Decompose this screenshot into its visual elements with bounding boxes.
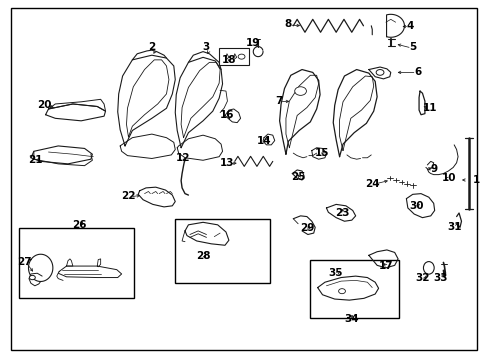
Text: 34: 34 (344, 314, 358, 324)
Text: 13: 13 (220, 158, 234, 168)
Text: 18: 18 (221, 55, 236, 65)
Circle shape (294, 87, 306, 95)
Text: 22: 22 (121, 191, 136, 201)
Text: 25: 25 (290, 172, 305, 182)
Text: 2: 2 (148, 42, 155, 52)
Text: 10: 10 (441, 173, 456, 183)
Text: 17: 17 (378, 261, 392, 271)
Text: 8: 8 (284, 19, 291, 29)
Text: 15: 15 (315, 148, 329, 158)
Bar (19, 228, 134, 298)
Text: 32: 32 (415, 273, 429, 283)
Text: 4: 4 (406, 21, 413, 31)
Circle shape (375, 69, 383, 75)
Ellipse shape (423, 262, 433, 274)
Text: 29: 29 (299, 224, 313, 233)
Text: 35: 35 (327, 267, 342, 278)
Bar (175, 220, 270, 283)
Text: 23: 23 (334, 208, 348, 218)
Text: 12: 12 (176, 153, 190, 163)
Text: 19: 19 (245, 38, 260, 48)
Text: 16: 16 (220, 111, 234, 121)
Text: 21: 21 (28, 155, 43, 165)
Text: 3: 3 (202, 42, 209, 52)
Text: 31: 31 (446, 222, 461, 231)
Text: 28: 28 (195, 251, 210, 261)
Text: 33: 33 (432, 273, 447, 283)
Text: 11: 11 (422, 103, 436, 113)
Text: 24: 24 (364, 179, 379, 189)
Circle shape (338, 289, 345, 294)
Bar (310, 260, 398, 318)
Text: 6: 6 (413, 67, 420, 77)
Text: 9: 9 (429, 164, 436, 174)
Text: 1: 1 (471, 175, 479, 185)
Text: 5: 5 (408, 42, 415, 52)
Circle shape (29, 275, 35, 280)
Text: 20: 20 (37, 100, 52, 110)
Circle shape (238, 54, 244, 59)
Text: 14: 14 (256, 136, 271, 146)
Text: 7: 7 (274, 96, 282, 106)
Text: 27: 27 (17, 257, 31, 267)
Text: 30: 30 (408, 201, 423, 211)
Bar (219, 48, 249, 65)
Text: 26: 26 (72, 220, 87, 230)
